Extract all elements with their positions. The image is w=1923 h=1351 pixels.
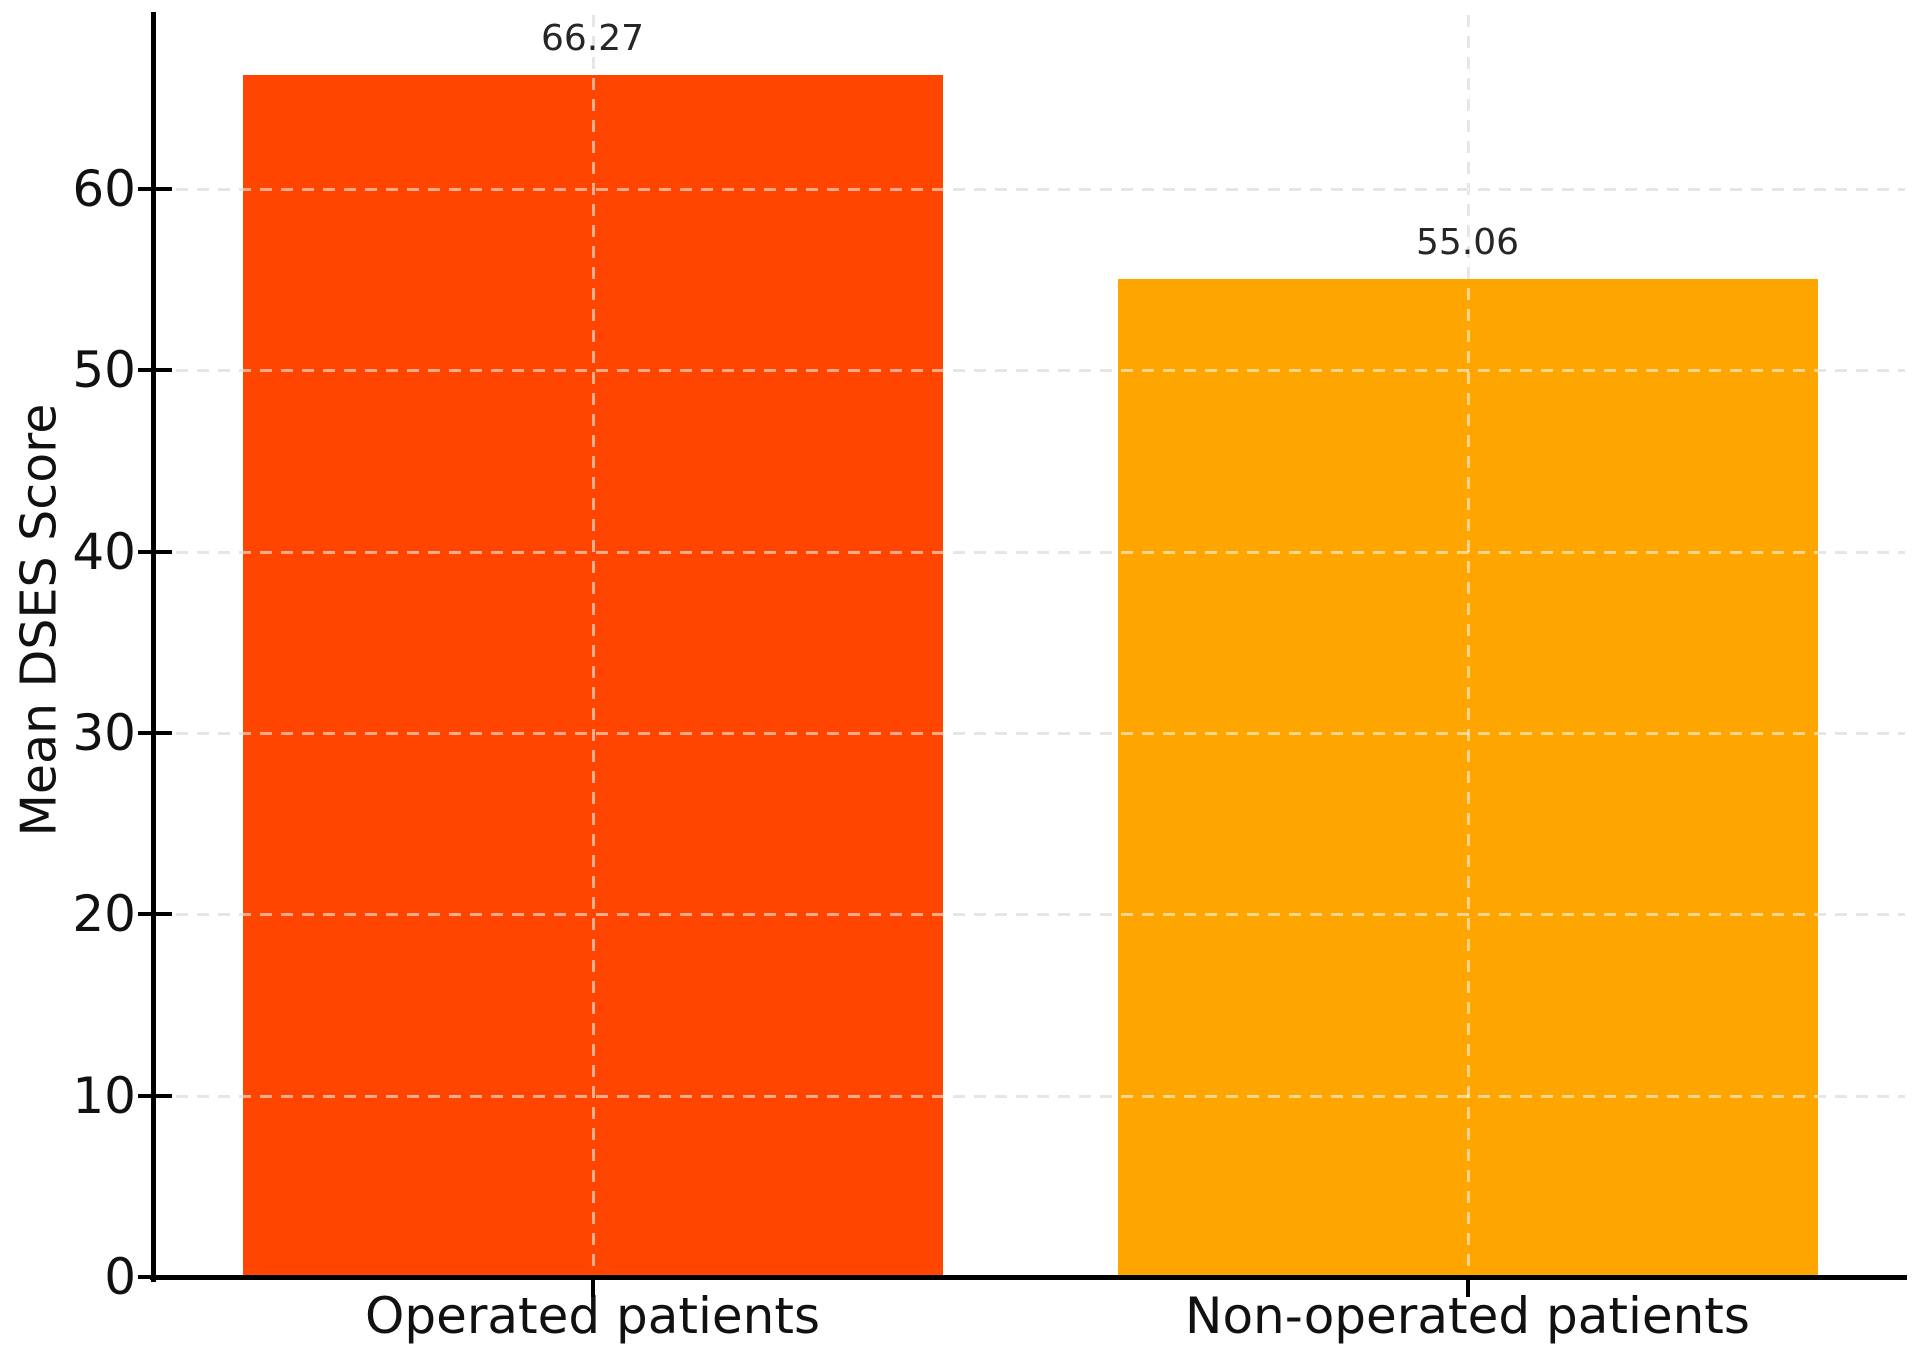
y-axis-spine [151,12,156,1282]
gridline-horizontal-overlay [155,732,1905,736]
plot-area: 66.27 55.06 [138,12,1907,1297]
y-tick-label: 30 [72,704,136,763]
bar-value-label: 55.06 [1415,221,1520,263]
gridline-horizontal-overlay [155,369,1905,373]
bar-value-label: 66.27 [540,18,645,60]
y-tick-mark [138,731,172,736]
gridline-horizontal-overlay [155,1094,1905,1098]
x-axis-spine [150,1275,1907,1280]
y-tick-mark [138,549,172,554]
y-tick-mark [138,1275,172,1279]
y-tick-label: 10 [72,1066,136,1125]
y-tick-label: 60 [72,160,136,219]
y-tick-label: 40 [72,522,136,581]
y-tick-mark [138,912,172,917]
y-tick-label: 50 [72,341,136,400]
y-tick-mark [138,1093,172,1098]
y-tick-mark [138,368,172,373]
y-axis-title-text: Mean DSES Score [10,403,68,837]
gridline-vertical-overlay [591,15,595,1277]
gridline-horizontal-overlay [155,550,1905,554]
x-tick-mark [590,1277,595,1297]
x-tick-mark [1465,1277,1470,1297]
gridline-horizontal-overlay [155,913,1905,917]
y-tick-mark [138,187,172,192]
y-tick-label: 20 [72,885,136,944]
gridline-vertical-overlay [1466,15,1470,1277]
gridline-horizontal-overlay [155,188,1905,192]
y-tick-label: 0 [104,1248,136,1306]
